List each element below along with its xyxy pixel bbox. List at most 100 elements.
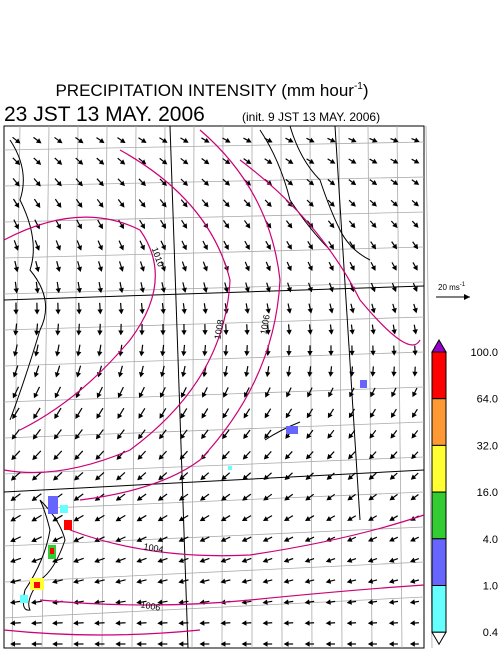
wind-arrow-head	[263, 474, 269, 481]
wind-arrow-head	[97, 309, 103, 315]
wind-arrow-head	[202, 330, 208, 336]
wind-arrow-head	[245, 244, 250, 250]
wind-arrow-head	[325, 557, 332, 563]
title: PRECIPITATION INTENSITY (mm hour-1)	[55, 81, 368, 100]
wind-arrow-head	[157, 599, 163, 605]
wind-arrow-head	[243, 392, 249, 398]
grid-line	[3, 351, 425, 367]
wind-arrow-head	[203, 201, 209, 208]
wind-arrow-head	[14, 159, 21, 166]
wind-arrow-head	[140, 138, 147, 143]
wind-arrow-head	[14, 223, 19, 230]
wind-arrow-head	[77, 180, 83, 187]
wind-arrow-head	[262, 599, 268, 605]
wind-arrow-head	[390, 433, 396, 439]
wind-arrow-head	[31, 475, 38, 481]
wind-arrow-head	[308, 201, 314, 207]
wind-arrow-head	[55, 330, 61, 336]
wind-arrow-head	[32, 454, 38, 461]
wind-arrow-head	[329, 201, 335, 207]
wind-arrow-head	[182, 137, 189, 143]
title-close: )	[363, 81, 369, 100]
grid-line	[41, 125, 50, 649]
wind-arrow-head	[73, 620, 79, 626]
wind-arrow-head	[371, 179, 378, 186]
wind-arrow-head	[98, 159, 105, 165]
wind-arrow-head	[372, 137, 378, 143]
wind-arrow-head	[116, 475, 122, 481]
wind-arrow-head	[367, 578, 374, 584]
wind-arrow-head	[74, 433, 80, 440]
wind-arrow-head	[368, 536, 374, 542]
wind-arrow-head	[178, 537, 185, 542]
wind-arrow-head	[137, 475, 143, 481]
wind-arrow-head	[181, 371, 187, 378]
wind-arrow-head	[77, 159, 84, 165]
wind-arrow-head	[115, 557, 121, 563]
wind-arrow-head	[77, 223, 82, 230]
wind-arrow-head	[53, 454, 59, 461]
wind-arrow-head	[242, 454, 249, 460]
wind-arrow-head	[220, 641, 226, 647]
wind-arrow-head	[262, 536, 269, 542]
wind-arrow-head	[94, 557, 100, 563]
wind-arrow-head	[307, 265, 313, 272]
wind-arrow-head	[244, 265, 250, 272]
wind-arrow-head	[35, 180, 41, 187]
wind-arrow-head	[55, 351, 61, 357]
wind-arrow-head	[307, 391, 312, 398]
wind-arrow-head	[224, 201, 230, 208]
wind-arrow-head	[160, 287, 166, 293]
wind-arrow-head	[284, 454, 291, 460]
wind-arrow-head	[34, 288, 40, 294]
wind-arrow-head	[73, 495, 80, 501]
wind-arrow-head	[56, 202, 62, 208]
wind-arrow-head	[242, 495, 248, 501]
wind-arrow-head	[347, 516, 353, 521]
wind-arrow-head	[350, 201, 356, 207]
wind-arrow-head	[140, 223, 146, 229]
wind-arrow-head	[118, 266, 124, 272]
wind-arrow-head	[286, 308, 292, 314]
wind-arrow-head	[73, 516, 80, 522]
wind-arrow-head	[246, 137, 252, 143]
grid-line	[3, 141, 425, 151]
wind-arrow-head	[308, 180, 315, 186]
wind-arrow-head	[157, 641, 163, 647]
wind-arrow-head	[411, 412, 417, 418]
colorbar-label: 100.0	[470, 347, 498, 359]
wind-arrow-head	[14, 181, 20, 187]
wind-arrow-head	[392, 201, 398, 207]
wind-arrow-head	[388, 599, 395, 605]
isobar-label: 1008	[212, 319, 225, 340]
wind-arrow-head	[266, 201, 272, 208]
wind-arrow-head	[157, 495, 164, 501]
wind-arrow-head	[138, 392, 144, 398]
wind-arrow-head	[52, 620, 58, 626]
wind-arrow-head	[409, 620, 415, 626]
wind-arrow-head	[56, 223, 61, 230]
wind-arrow-head	[140, 202, 146, 208]
wind-arrow-head	[222, 412, 228, 419]
wind-arrow-head	[199, 620, 205, 626]
wind-arrow-head	[14, 202, 20, 209]
wind-arrow-head	[77, 138, 84, 144]
wind-arrow-head	[346, 641, 352, 647]
wind-arrow-head	[33, 372, 39, 378]
wind-arrow-head	[10, 537, 16, 543]
wind-arrow-head	[263, 454, 270, 460]
wind-arrow-head	[181, 351, 187, 357]
wind-arrow-head	[327, 433, 333, 439]
wind-arrow-head	[116, 454, 122, 460]
init-time: (init. 9 JST 13 MAY. 2006)	[242, 110, 380, 124]
wind-arrow-head	[224, 180, 231, 186]
wind-arrow-head	[266, 222, 272, 229]
wind-arrow-head	[287, 244, 292, 250]
wind-arrow-head	[304, 641, 310, 647]
wind-arrow-head	[31, 557, 37, 564]
wind-arrow-head	[179, 474, 185, 481]
wind-arrow-head	[225, 137, 231, 143]
wind-arrow-head	[76, 266, 82, 272]
wind-arrow-head	[283, 599, 289, 605]
wind-arrow-head	[393, 137, 399, 143]
